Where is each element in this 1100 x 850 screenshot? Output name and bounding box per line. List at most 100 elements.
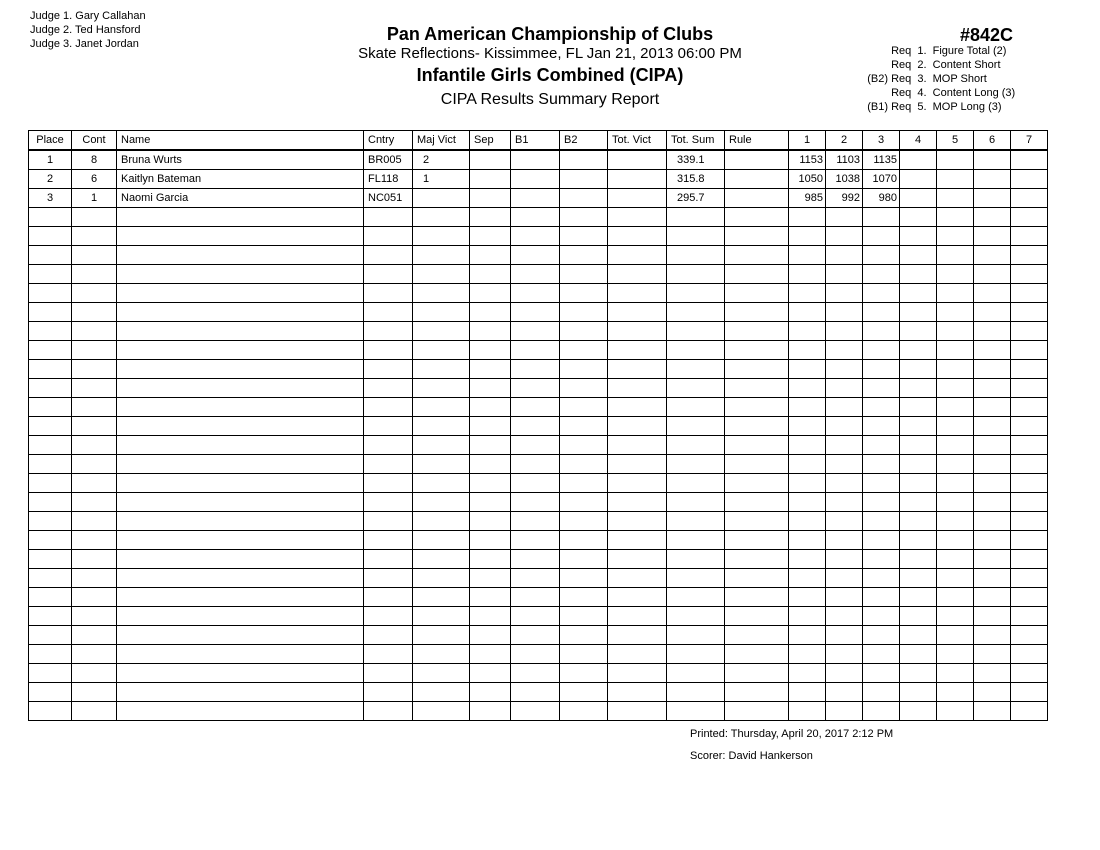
table-cell xyxy=(510,359,560,379)
table-cell xyxy=(510,397,560,417)
table-cell xyxy=(363,663,413,683)
table-cell xyxy=(607,587,667,607)
table-cell xyxy=(936,435,974,455)
column-header: Cntry xyxy=(363,130,413,151)
table-cell xyxy=(116,302,364,322)
table-cell xyxy=(788,625,826,645)
table-cell xyxy=(862,606,900,626)
table-cell xyxy=(469,682,511,702)
table-cell xyxy=(724,701,789,721)
table-cell xyxy=(412,340,470,360)
column-header: B2 xyxy=(559,130,608,151)
table-cell xyxy=(973,378,1011,398)
table-cell xyxy=(116,644,364,664)
table-cell xyxy=(788,264,826,284)
table-cell xyxy=(412,530,470,550)
table-cell xyxy=(936,359,974,379)
table-cell xyxy=(363,701,413,721)
empty-row xyxy=(28,416,1048,436)
table-cell xyxy=(116,568,364,588)
table-cell xyxy=(71,245,117,265)
table-cell xyxy=(28,644,72,664)
table-cell xyxy=(899,511,937,531)
table-cell xyxy=(71,226,117,246)
table-cell xyxy=(559,245,608,265)
table-cell xyxy=(559,378,608,398)
table-cell xyxy=(825,644,863,664)
table-cell xyxy=(28,321,72,341)
table-cell xyxy=(724,625,789,645)
empty-row xyxy=(28,511,1048,531)
table-cell xyxy=(724,207,789,227)
table-cell xyxy=(862,302,900,322)
table-cell xyxy=(724,587,789,607)
table-cell xyxy=(899,606,937,626)
table-cell xyxy=(936,283,974,303)
table-cell xyxy=(1010,682,1048,702)
table-cell xyxy=(724,264,789,284)
table-cell xyxy=(28,549,72,569)
table-cell xyxy=(724,473,789,493)
table-cell xyxy=(469,663,511,683)
table-cell xyxy=(469,549,511,569)
table-cell xyxy=(936,530,974,550)
table-cell xyxy=(28,701,72,721)
table-cell xyxy=(116,435,364,455)
table-cell xyxy=(825,321,863,341)
table-cell xyxy=(724,416,789,436)
table-cell xyxy=(412,682,470,702)
table-cell xyxy=(469,302,511,322)
table-cell xyxy=(788,226,826,246)
table-cell xyxy=(825,245,863,265)
table-cell xyxy=(469,226,511,246)
table-cell xyxy=(862,435,900,455)
table-cell xyxy=(412,207,470,227)
table-cell xyxy=(510,606,560,626)
table-cell xyxy=(899,492,937,512)
table-cell xyxy=(28,416,72,436)
table-cell xyxy=(469,568,511,588)
table-cell xyxy=(412,549,470,569)
table-cell xyxy=(862,378,900,398)
table-cell: 3 xyxy=(28,188,72,208)
table-cell xyxy=(412,568,470,588)
table-cell xyxy=(936,644,974,664)
table-cell xyxy=(363,264,413,284)
table-cell xyxy=(899,701,937,721)
table-cell xyxy=(469,321,511,341)
table-cell: 2 xyxy=(28,169,72,189)
table-cell xyxy=(28,226,72,246)
table-cell xyxy=(469,264,511,284)
judge-1: Judge 1. Gary Callahan xyxy=(30,10,146,22)
column-header: Name xyxy=(116,130,364,151)
table-cell xyxy=(71,530,117,550)
table-cell xyxy=(936,587,974,607)
table-cell xyxy=(412,625,470,645)
table-cell xyxy=(973,283,1011,303)
table-cell: 295.7 xyxy=(666,188,725,208)
table-cell xyxy=(724,340,789,360)
table-cell xyxy=(559,473,608,493)
table-cell xyxy=(899,587,937,607)
table-cell xyxy=(862,587,900,607)
empty-row xyxy=(28,378,1048,398)
table-cell xyxy=(116,245,364,265)
table-cell xyxy=(788,283,826,303)
table-cell xyxy=(559,302,608,322)
table-cell xyxy=(116,701,364,721)
column-header: Tot. Sum xyxy=(666,130,725,151)
table-cell: 1135 xyxy=(862,149,900,170)
table-cell xyxy=(363,511,413,531)
table-cell xyxy=(559,321,608,341)
table-cell xyxy=(1010,397,1048,417)
table-cell xyxy=(510,473,560,493)
table-cell xyxy=(510,188,560,208)
table-cell xyxy=(973,473,1011,493)
table-cell xyxy=(469,435,511,455)
table-cell xyxy=(559,169,608,189)
table-cell xyxy=(1010,530,1048,550)
table-cell xyxy=(666,663,725,683)
table-cell xyxy=(973,397,1011,417)
table-cell xyxy=(899,169,937,189)
table-cell xyxy=(1010,149,1048,170)
